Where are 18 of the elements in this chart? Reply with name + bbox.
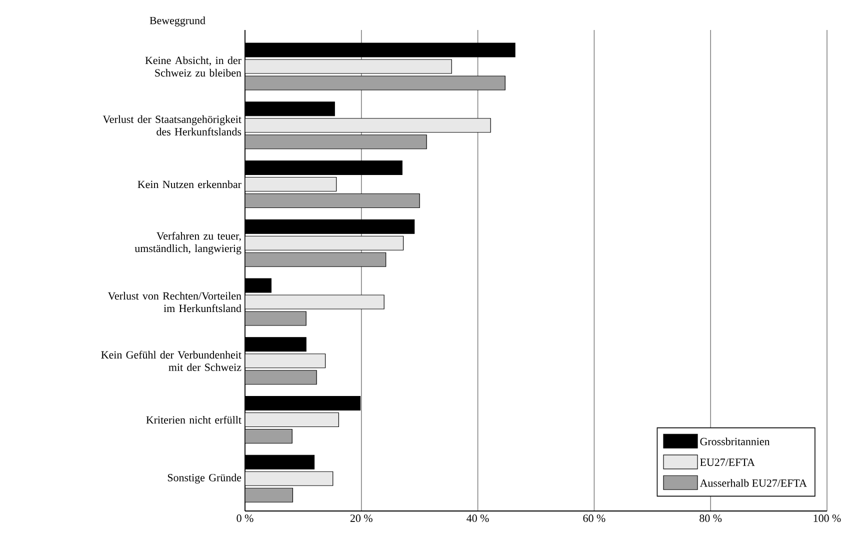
y-tick-label: Kein Nutzen erkennbar (138, 180, 242, 188)
y-tick-label: Kein Gefühl der Verbundenheit mit der Schweiz (101, 350, 242, 372)
y-tick-label: Verlust der Staatsangehörigkeit des Herkunftslands (102, 115, 242, 136)
y-tick-label: Verfahren zu teuer, umständlich, langwierig (134, 232, 242, 254)
y-tick-label: Verlust von Rechten/Vorteilen im Herkunftsland (108, 292, 242, 312)
y-tick-label: Kriterien nicht erfüllt (146, 416, 242, 424)
legend-label: EU27/EFTA (700, 458, 755, 466)
x-tick-label: 40 % (466, 514, 489, 522)
x-tick-label: 100 % (814, 514, 841, 522)
x-tick-label: 80 % (700, 514, 722, 522)
x-tick-label: 0 % (236, 514, 254, 522)
legend-label: Ausserhalb EU27/EFTA (700, 479, 807, 487)
y-axis-title: Beweggrund (150, 16, 206, 26)
x-tick-label: 60 % (583, 514, 606, 522)
x-tick-label: 20 % (350, 514, 372, 522)
legend-label: Grossbritannien (700, 438, 770, 446)
y-tick-label: Sonstige Gründe (168, 474, 242, 484)
y-tick-label: Keine Absicht, in der Schweiz zu bleiben (145, 56, 242, 77)
